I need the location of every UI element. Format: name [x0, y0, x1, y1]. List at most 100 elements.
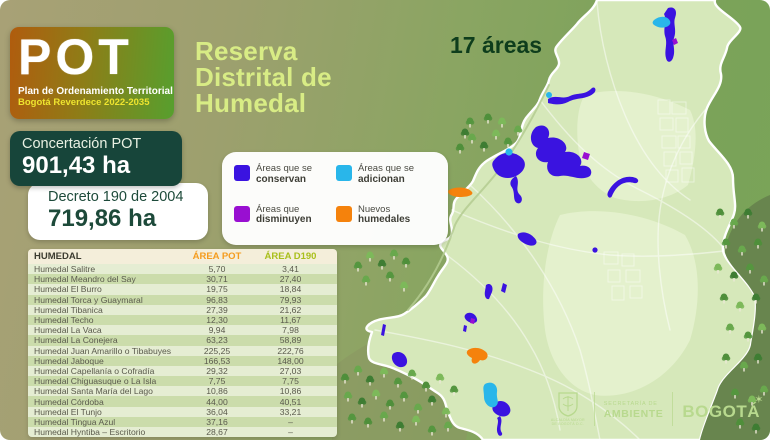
area-pot-value: 28,67	[206, 427, 228, 438]
map-wetlands-nuevos	[448, 187, 488, 364]
table-row: Humedal Techo 12,30 11,67	[28, 314, 337, 326]
map-roads	[374, 1, 734, 440]
col-header-area-pot: ÁREA POT	[192, 251, 242, 262]
humedal-name: Humedal Meandro del Say	[34, 274, 136, 285]
decreto-value: 719,86 ha	[48, 205, 157, 232]
footer-divider	[672, 391, 674, 426]
concertacion-value: 901,43 ha	[22, 152, 131, 179]
col-header-humedal: HUMEDAL	[34, 251, 82, 262]
humedal-name: Humedal Capellanía o Cofradía	[34, 365, 155, 376]
pot-tagline: Bogotá Reverdece 2022-2035	[18, 97, 150, 108]
alcaldia-crest-icon	[558, 392, 578, 417]
area-d190-value: 7,98	[282, 325, 299, 336]
pot-acronym: POT	[18, 29, 133, 85]
humedal-name: Humedal Tibanica	[34, 304, 103, 315]
alcaldia-crest: ALCALDÍA MAYOR DE BOGOTÁ D.C.	[551, 391, 585, 426]
humedal-name: Humedal Torca y Guaymaral	[34, 294, 143, 305]
area-d190-value: 148,00	[277, 355, 304, 366]
pot-logo: POT Plan de Ordenamiento Territorial Bog…	[10, 27, 174, 119]
humedal-name: Humedal Jaboque	[34, 355, 104, 366]
page-title-line: Reserva	[195, 36, 298, 66]
table-row: Humedal Salitre 5,70 3,41	[28, 264, 337, 275]
table-row: Humedal Meandro del Say 30,71 27,40	[28, 274, 337, 285]
area-pot-value: 29,32	[206, 365, 228, 376]
map-wetlands-adicionan	[483, 16, 671, 408]
humedal-name: Humedal La Vaca	[34, 325, 102, 336]
humedal-name: Humedal Hyntiba – Escritorio	[34, 427, 146, 438]
humedal-name: Humedal Córdoba	[34, 396, 104, 407]
concertacion-label: Concertación POT	[22, 136, 142, 152]
map-block-grid	[603, 99, 695, 301]
table-row: Humedal Chiguasuque o La Isla 7,75 7,75	[28, 376, 337, 387]
decreto-stat-card: Decreto 190 de 2004 719,86 ha	[28, 183, 208, 240]
legend-label: Áreas que disminuyen	[256, 203, 312, 225]
col-header-area-d190: ÁREA D190	[264, 251, 317, 262]
page-title-line: Distrital de	[195, 62, 332, 92]
nuevos-swatch	[336, 205, 352, 222]
legend-label: Áreas que se conservan	[256, 163, 312, 185]
area-d190-value: 27,03	[279, 365, 302, 376]
area-d190-value: 222,76	[277, 345, 304, 356]
humedal-name: Humedal La Conejera	[34, 335, 118, 346]
table-row: Humedal Jaboque 166,53 148,00	[28, 355, 337, 366]
page-title-line: Humedal	[195, 88, 307, 118]
table-row: Humedal Tingua Azul 37,16 –	[28, 416, 337, 427]
footer-divider	[593, 391, 595, 426]
area-d190-value: 10,86	[279, 386, 302, 397]
area-pot-value: 5,70	[208, 264, 226, 275]
area-pot-value: 166,53	[203, 355, 231, 366]
area-d190-value: 27,40	[279, 274, 302, 285]
legend-item-conservan: Áreas que se conservan	[234, 163, 336, 197]
conservan-swatch	[234, 165, 250, 181]
area-d190-value: 40,51	[279, 396, 302, 407]
area-pot-value: 225,25	[203, 345, 231, 356]
table-row: Humedal Santa María del Lago 10,86 10,86	[28, 386, 337, 397]
humedal-name: Humedal Tingua Azul	[34, 416, 116, 427]
area-pot-value: 10,86	[206, 386, 228, 397]
area-d190-value: 18,84	[279, 284, 302, 295]
area-d190-value: 79,93	[279, 294, 302, 305]
legend-label: Áreas que se adicionan	[358, 163, 414, 185]
area-d190-value: 7,75	[282, 376, 299, 387]
humedal-name: Humedal Juan Amarillo o Tibabuyes	[34, 345, 172, 356]
area-d190-value: 3,41	[282, 264, 299, 275]
legend-label: Nuevos humedales	[358, 203, 411, 225]
area-pot-value: 37,16	[206, 416, 228, 427]
table-body: Humedal Salitre 5,70 3,41 Humedal Meandro d…	[28, 264, 337, 438]
table-row: Humedal Torca y Guaymaral 96,83 79,93	[28, 294, 337, 305]
area-pot-value: 9,94	[208, 325, 226, 336]
humedal-name: Humedal Chiguasuque o La Isla	[34, 376, 157, 387]
footer-logos: ALCALDÍA MAYOR DE BOGOTÁ D.C. SECRETARÍA…	[551, 391, 764, 426]
area-pot-value: 19,75	[206, 284, 228, 295]
table-row: Humedal La Vaca 9,94 7,98	[28, 325, 337, 336]
bogota-wordmark: BOGOTÁ ✶	[682, 393, 764, 421]
area-pot-value: 63,23	[206, 335, 228, 346]
area-d190-value: 11,67	[280, 315, 301, 326]
area-pot-value: 36,04	[206, 406, 228, 417]
map-river	[407, 84, 550, 311]
area-pot-value: 12,30	[206, 315, 228, 326]
wetlands-table: HUMEDAL ÁREA POT ÁREA D190 Humedal Salit…	[28, 249, 337, 438]
crest-caption: ALCALDÍA MAYOR DE BOGOTÁ D.C.	[550, 418, 585, 426]
area-d190-value: –	[288, 427, 293, 438]
star-icon: ✶	[754, 393, 764, 406]
table-row: Humedal Tibanica 27,39 21,62	[28, 304, 337, 315]
map-legend: Áreas que se conservan Áreas que se adicio…	[222, 152, 448, 245]
legend-item-adicionan: Áreas que se adicionan	[336, 163, 438, 197]
area-d190-value: 33,21	[279, 406, 302, 417]
legend-item-disminuyen: Áreas que disminuyen	[234, 203, 336, 238]
humedal-name: Humedal Salitre	[34, 264, 96, 275]
table-row: Humedal Hyntiba – Escritorio 28,67 –	[28, 427, 337, 438]
humedal-name: Humedal Techo	[34, 315, 94, 326]
table-header-row: HUMEDAL ÁREA POT ÁREA D190	[28, 249, 337, 264]
area-d190-value: 21,62	[279, 304, 302, 315]
area-pot-value: 7,75	[208, 376, 226, 387]
humedal-name: Humedal Santa María del Lago	[34, 386, 153, 397]
secretaria-ambiente-logo: SECRETARÍA DE AMBIENTE	[603, 400, 664, 420]
table-row: Humedal El Tunjo 36,04 33,21	[28, 406, 337, 417]
disminuyen-swatch	[234, 205, 250, 222]
area-d190-value: –	[288, 416, 293, 427]
areas-count: 17 áreas	[450, 32, 543, 58]
